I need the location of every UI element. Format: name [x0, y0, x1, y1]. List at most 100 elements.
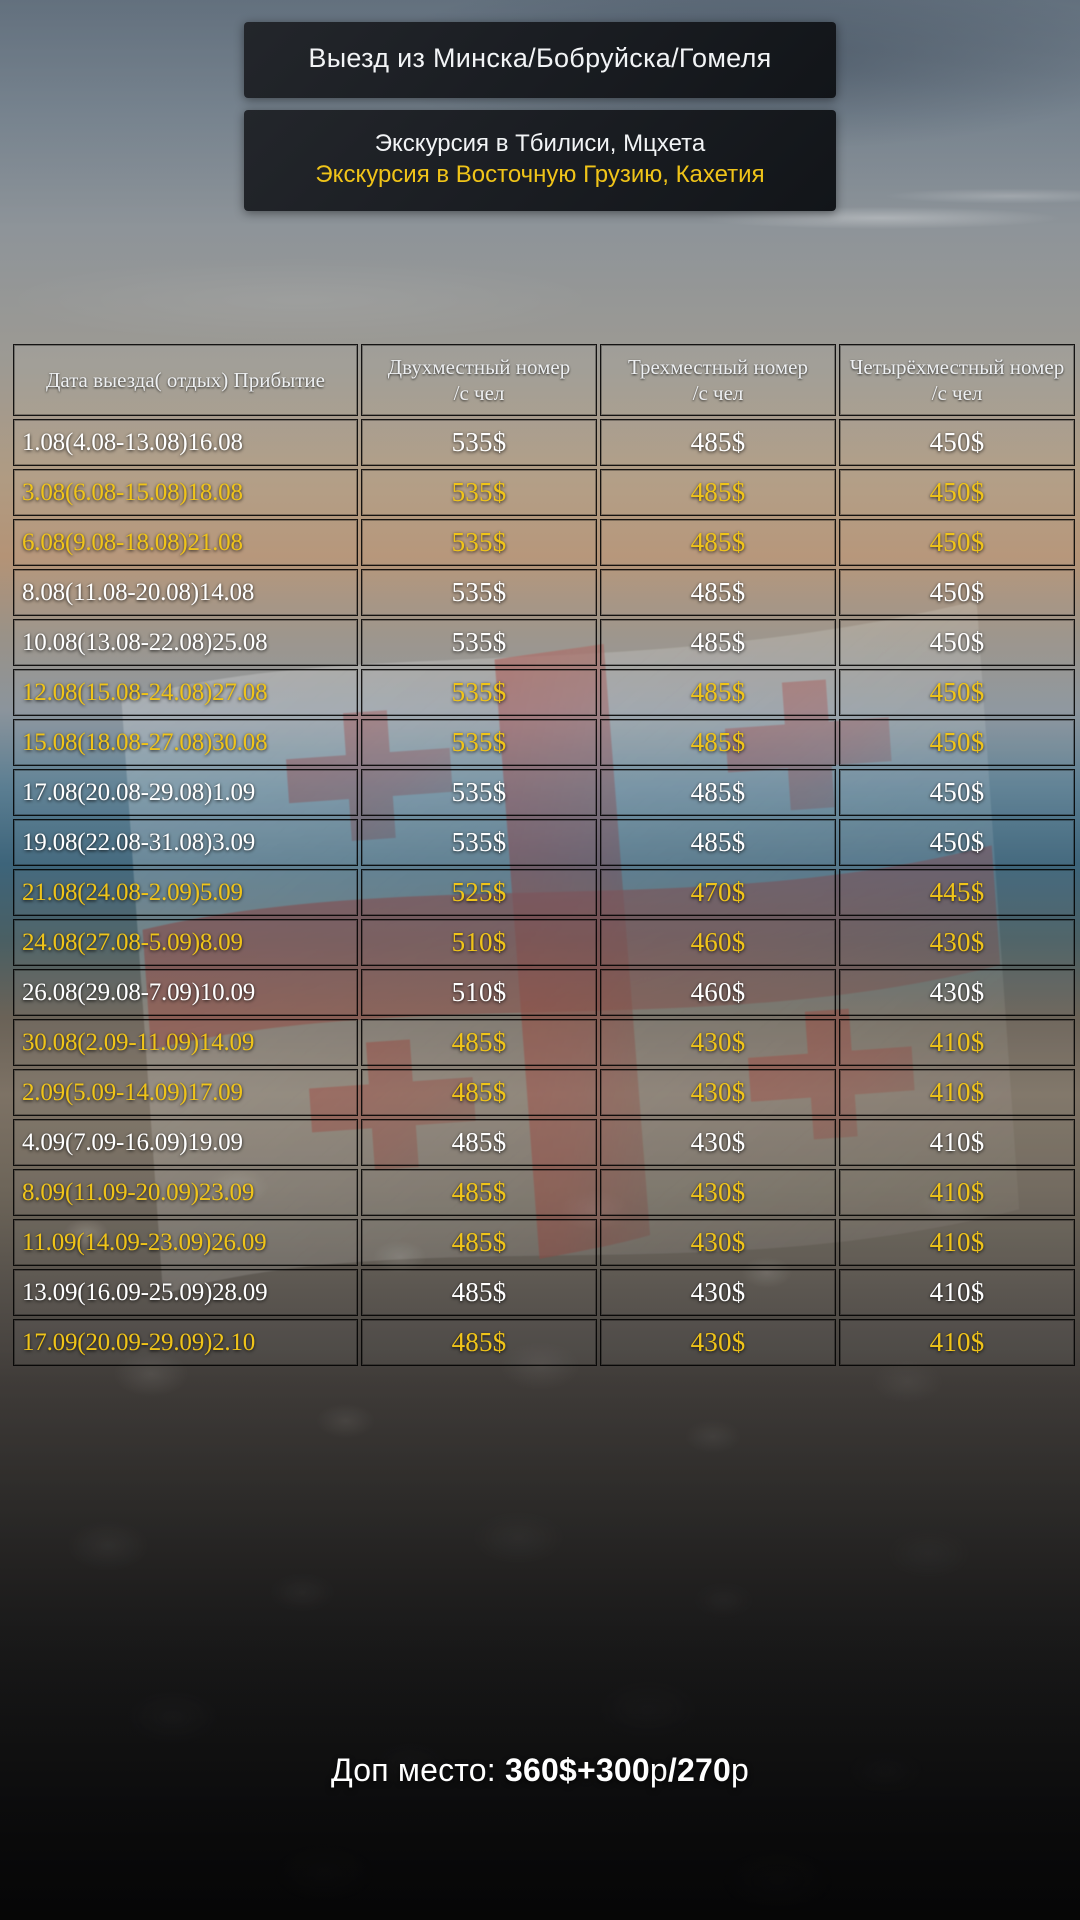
cell-quad-price: 450$ [839, 619, 1075, 666]
extra-place-separator: / [667, 1752, 677, 1788]
table-row: 4.09(7.09-16.09)19.09 485$ 430$ 410$ [13, 1119, 1075, 1166]
cell-double-price: 535$ [361, 819, 597, 866]
extra-place-rub-unit-1: р [649, 1752, 668, 1788]
cell-quad-price: 430$ [839, 919, 1075, 966]
cell-triple-price: 430$ [600, 1319, 836, 1366]
cell-date: 15.08(18.08-27.08)30.08 [13, 719, 358, 766]
cell-triple-price: 485$ [600, 519, 836, 566]
cell-date: 6.08(9.08-18.08)21.08 [13, 519, 358, 566]
table-row: 17.08(20.08-29.08)1.09 535$ 485$ 450$ [13, 769, 1075, 816]
cell-triple-price: 430$ [600, 1219, 836, 1266]
cell-double-price: 485$ [361, 1219, 597, 1266]
column-header-date: Дата выезда( отдых) Прибытие [13, 344, 358, 416]
column-header-date-title: Дата выезда( отдых) Прибытие [46, 367, 325, 392]
cell-double-price: 485$ [361, 1169, 597, 1216]
table-row: 13.09(16.09-25.09)28.09 485$ 430$ 410$ [13, 1269, 1075, 1316]
cell-triple-price: 460$ [600, 919, 836, 966]
cell-triple-price: 485$ [600, 569, 836, 616]
table-row: 11.09(14.09-23.09)26.09 485$ 430$ 410$ [13, 1219, 1075, 1266]
cell-triple-price: 485$ [600, 669, 836, 716]
cell-date: 17.08(20.08-29.08)1.09 [13, 769, 358, 816]
table-row: 3.08(6.08-15.08)18.08 535$ 485$ 450$ [13, 469, 1075, 516]
cell-triple-price: 430$ [600, 1069, 836, 1116]
extra-place-price-usd: 360$ [504, 1752, 577, 1788]
table-row: 12.08(15.08-24.08)27.08 535$ 485$ 450$ [13, 669, 1075, 716]
cell-quad-price: 450$ [839, 719, 1075, 766]
cell-double-price: 535$ [361, 619, 597, 666]
departure-title-plaque: Выезд из Минска/Бобруйска/Гомеля [244, 22, 836, 98]
cell-quad-price: 410$ [839, 1119, 1075, 1166]
price-table-head: Дата выезда( отдых) Прибытие Двухместный… [13, 344, 1075, 416]
cell-quad-price: 450$ [839, 469, 1075, 516]
cell-triple-price: 430$ [600, 1119, 836, 1166]
cell-double-price: 535$ [361, 769, 597, 816]
table-row: 19.08(22.08-31.08)3.09 535$ 485$ 450$ [13, 819, 1075, 866]
table-row: 1.08(4.08-13.08)16.08 535$ 485$ 450$ [13, 419, 1075, 466]
extra-place-plus: + [576, 1752, 596, 1788]
cell-triple-price: 470$ [600, 869, 836, 916]
cell-double-price: 485$ [361, 1069, 597, 1116]
excursion-line-1: Экскурсия в Тбилиси, Мцхета [374, 129, 706, 157]
table-row: 8.09(11.09-20.09)23.09 485$ 430$ 410$ [13, 1169, 1075, 1216]
cell-date: 21.08(24.08-2.09)5.09 [13, 869, 358, 916]
column-header-quad: Четырёхместный номер /с чел [839, 344, 1075, 416]
cell-quad-price: 450$ [839, 819, 1075, 866]
cell-date: 12.08(15.08-24.08)27.08 [13, 669, 358, 716]
cell-quad-price: 410$ [839, 1019, 1075, 1066]
cell-triple-price: 430$ [600, 1169, 836, 1216]
cell-quad-price: 450$ [839, 669, 1075, 716]
cell-double-price: 535$ [361, 469, 597, 516]
price-table-body: 1.08(4.08-13.08)16.08 535$ 485$ 450$ 3.08(6.… [13, 419, 1075, 1366]
column-header-triple-sub: /с чел [692, 381, 744, 405]
cell-date: 19.08(22.08-31.08)3.09 [13, 819, 358, 866]
table-row: 24.08(27.08-5.09)8.09 510$ 460$ 430$ [13, 919, 1075, 966]
table-row: 8.08(11.08-20.08)14.08 535$ 485$ 450$ [13, 569, 1075, 616]
cell-triple-price: 485$ [600, 719, 836, 766]
extra-place-price-rub-1: 300 [595, 1752, 650, 1788]
table-row: 26.08(29.08-7.09)10.09 510$ 460$ 430$ [13, 969, 1075, 1016]
extra-place-note: Доп место: 360$+300р/270р [0, 1752, 1080, 1789]
table-header-row: Дата выезда( отдых) Прибытие Двухместный… [13, 344, 1075, 416]
table-row: 17.09(20.09-29.09)2.10 485$ 430$ 410$ [13, 1319, 1075, 1366]
cell-quad-price: 450$ [839, 769, 1075, 816]
cell-date: 2.09(5.09-14.09)17.09 [13, 1069, 358, 1116]
cell-date: 30.08(2.09-11.09)14.09 [13, 1019, 358, 1066]
cell-quad-price: 450$ [839, 419, 1075, 466]
cell-date: 10.08(13.08-22.08)25.08 [13, 619, 358, 666]
cell-double-price: 535$ [361, 419, 597, 466]
cell-quad-price: 450$ [839, 519, 1075, 566]
cell-quad-price: 410$ [839, 1169, 1075, 1216]
cell-date: 24.08(27.08-5.09)8.09 [13, 919, 358, 966]
cell-double-price: 535$ [361, 719, 597, 766]
table-row: 15.08(18.08-27.08)30.08 535$ 485$ 450$ [13, 719, 1075, 766]
column-header-quad-sub: /с чел [931, 381, 983, 405]
cell-date: 13.09(16.09-25.09)28.09 [13, 1269, 358, 1316]
price-table: Дата выезда( отдых) Прибытие Двухместный… [10, 341, 1078, 1369]
column-header-quad-title: Четырёхместный номер [849, 354, 1065, 379]
cell-date: 8.08(11.08-20.08)14.08 [13, 569, 358, 616]
cell-quad-price: 445$ [839, 869, 1075, 916]
cell-date: 11.09(14.09-23.09)26.09 [13, 1219, 358, 1266]
table-row: 21.08(24.08-2.09)5.09 525$ 470$ 445$ [13, 869, 1075, 916]
extra-place-rub-unit-2: р [730, 1752, 749, 1788]
cell-quad-price: 430$ [839, 969, 1075, 1016]
cell-quad-price: 410$ [839, 1219, 1075, 1266]
departure-title-text: Выезд из Минска/Бобруйска/Гомеля [308, 43, 772, 73]
table-row: 10.08(13.08-22.08)25.08 535$ 485$ 450$ [13, 619, 1075, 666]
cell-double-price: 525$ [361, 869, 597, 916]
excursion-plaque: Экскурсия в Тбилиси, Мцхета Экскурсия в … [244, 109, 836, 212]
cell-date: 1.08(4.08-13.08)16.08 [13, 419, 358, 466]
cell-double-price: 535$ [361, 669, 597, 716]
cell-date: 26.08(29.08-7.09)10.09 [13, 969, 358, 1016]
extra-place-price-rub-2: 270 [676, 1752, 731, 1788]
cell-triple-price: 430$ [600, 1019, 836, 1066]
cell-date: 3.08(6.08-15.08)18.08 [13, 469, 358, 516]
excursion-line-2: Экскурсия в Восточную Грузию, Кахетия [315, 161, 765, 189]
cell-double-price: 485$ [361, 1019, 597, 1066]
column-header-double-title: Двухместный номер [387, 354, 571, 379]
cell-triple-price: 485$ [600, 419, 836, 466]
table-row: 6.08(9.08-18.08)21.08 535$ 485$ 450$ [13, 519, 1075, 566]
column-header-double-sub: /с чел [453, 381, 505, 405]
